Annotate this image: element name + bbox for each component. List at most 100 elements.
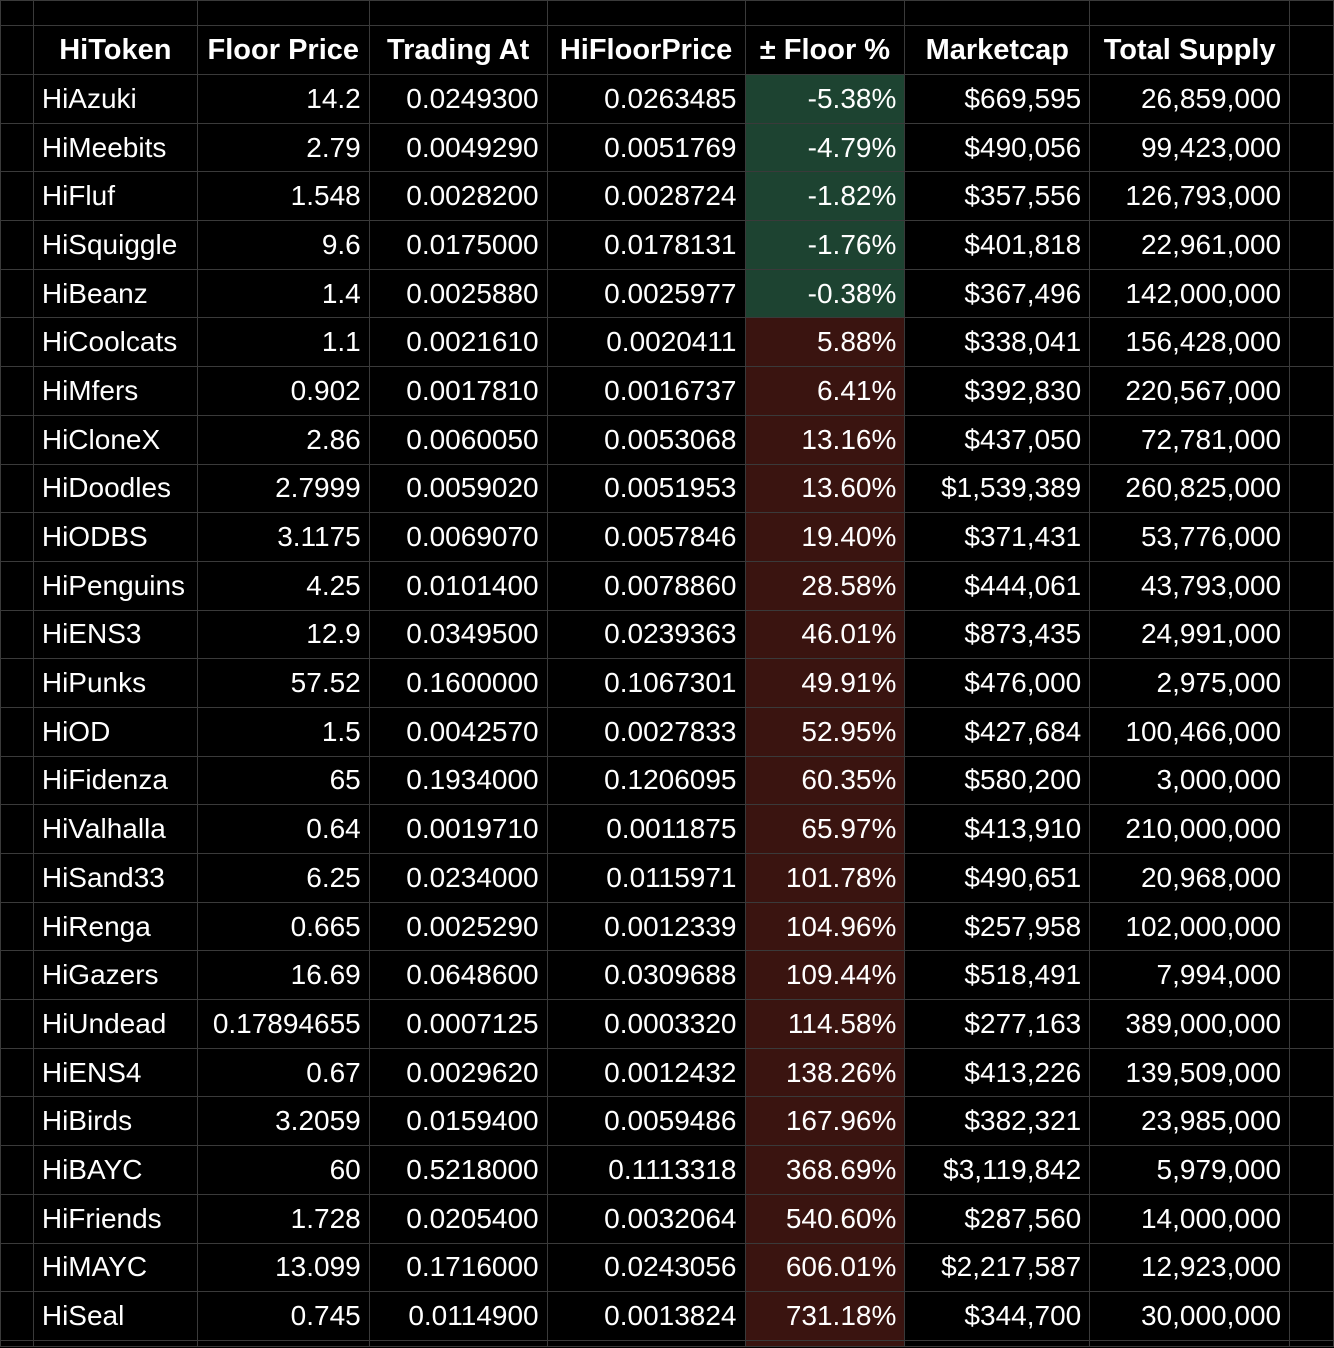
token-cell[interactable]: HiAzuki (32, 74, 198, 124)
marketcap-cell[interactable]: $3,119,842 (904, 1145, 1091, 1195)
trading-at-cell[interactable]: 0.5218000 (368, 1145, 548, 1195)
empty-cell[interactable] (1289, 1096, 1334, 1147)
marketcap-cell[interactable]: $287,560 (904, 1193, 1091, 1244)
empty-cell[interactable] (0, 366, 34, 416)
empty-cell[interactable] (0, 901, 34, 952)
floor-price-cell[interactable]: 0.17894655 (196, 999, 370, 1049)
hi-floor-price-cell[interactable]: 0.0057846 (546, 512, 746, 562)
floor-percent-cell[interactable]: 368.69% (744, 1145, 906, 1195)
trading-at-cell[interactable]: 0.0101400 (368, 560, 548, 611)
floor-price-cell[interactable]: 2.86 (196, 414, 370, 465)
empty-cell[interactable] (0, 1193, 34, 1244)
marketcap-cell[interactable]: $344,700 (904, 1291, 1091, 1341)
trading-at-cell[interactable]: 0.1600000 (368, 658, 548, 708)
token-cell[interactable]: HiMfers (32, 366, 198, 416)
marketcap-cell[interactable]: $476,000 (904, 658, 1091, 708)
total-supply-cell[interactable]: 100,466,000 (1089, 706, 1291, 757)
total-supply-cell[interactable]: 3,000,000 (1089, 755, 1291, 806)
token-cell[interactable]: HiUndead (32, 999, 198, 1049)
empty-cell[interactable] (744, 1339, 906, 1347)
floor-price-cell[interactable]: 4.25 (196, 560, 370, 611)
floor-price-cell[interactable]: 16.69 (196, 950, 370, 1001)
hi-floor-price-cell[interactable]: 0.0032064 (546, 1193, 746, 1244)
empty-cell[interactable] (0, 1339, 34, 1347)
floor-price-cell[interactable]: 0.67 (196, 1047, 370, 1098)
total-supply-cell[interactable]: 2,975,000 (1089, 658, 1291, 708)
empty-cell[interactable] (0, 25, 34, 75)
empty-cell[interactable] (1289, 0, 1334, 26)
hi-floor-price-cell[interactable]: 0.0051769 (546, 122, 746, 173)
empty-cell[interactable] (368, 0, 548, 26)
trading-at-cell[interactable]: 0.0025290 (368, 901, 548, 952)
floor-percent-cell[interactable]: -0.38% (744, 268, 906, 319)
token-cell[interactable]: HiSand33 (32, 853, 198, 903)
empty-cell[interactable] (1289, 853, 1334, 903)
empty-cell[interactable] (0, 220, 34, 270)
empty-cell[interactable] (0, 463, 34, 514)
token-cell[interactable]: HiValhalla (32, 804, 198, 854)
token-cell[interactable]: HiENS3 (32, 609, 198, 660)
hi-floor-price-cell[interactable]: 0.0263485 (546, 74, 746, 124)
empty-cell[interactable] (1289, 1145, 1334, 1195)
trading-at-cell[interactable]: 0.0059020 (368, 463, 548, 514)
header-cell-token[interactable]: HiToken (32, 25, 198, 75)
empty-cell[interactable] (0, 171, 34, 222)
token-cell[interactable]: HiBeanz (32, 268, 198, 319)
empty-cell[interactable] (744, 0, 906, 26)
marketcap-cell[interactable]: $357,556 (904, 171, 1091, 222)
trading-at-cell[interactable]: 0.0025880 (368, 268, 548, 319)
total-supply-cell[interactable]: 20,968,000 (1089, 853, 1291, 903)
hi-floor-price-cell[interactable]: 0.0243056 (546, 1242, 746, 1293)
header-cell-floor-percent[interactable]: ± Floor % (744, 25, 906, 75)
total-supply-cell[interactable]: 142,000,000 (1089, 268, 1291, 319)
total-supply-cell[interactable]: 389,000,000 (1089, 999, 1291, 1049)
trading-at-cell[interactable]: 0.0175000 (368, 220, 548, 270)
empty-cell[interactable] (0, 950, 34, 1001)
floor-price-cell[interactable]: 13.099 (196, 1242, 370, 1293)
token-cell[interactable]: HiRenga (32, 901, 198, 952)
empty-cell[interactable] (1289, 414, 1334, 465)
empty-cell[interactable] (0, 1047, 34, 1098)
floor-percent-cell[interactable]: 13.16% (744, 414, 906, 465)
token-cell[interactable]: HiPunks (32, 658, 198, 708)
empty-cell[interactable] (1089, 0, 1291, 26)
hi-floor-price-cell[interactable]: 0.0051953 (546, 463, 746, 514)
hi-floor-price-cell[interactable]: 0.0115971 (546, 853, 746, 903)
trading-at-cell[interactable]: 0.0049290 (368, 122, 548, 173)
total-supply-cell[interactable]: 7,994,000 (1089, 950, 1291, 1001)
empty-cell[interactable] (1289, 1193, 1334, 1244)
marketcap-cell[interactable]: $1,539,389 (904, 463, 1091, 514)
trading-at-cell[interactable]: 0.0069070 (368, 512, 548, 562)
token-cell[interactable]: HiBAYC (32, 1145, 198, 1195)
marketcap-cell[interactable]: $490,651 (904, 853, 1091, 903)
floor-percent-cell[interactable]: 46.01% (744, 609, 906, 660)
floor-price-cell[interactable]: 1.1 (196, 317, 370, 368)
floor-percent-cell[interactable]: -1.82% (744, 171, 906, 222)
total-supply-cell[interactable]: 23,985,000 (1089, 1096, 1291, 1147)
floor-percent-cell[interactable]: 138.26% (744, 1047, 906, 1098)
marketcap-cell[interactable]: $338,041 (904, 317, 1091, 368)
trading-at-cell[interactable]: 0.0060050 (368, 414, 548, 465)
token-cell[interactable]: HiFidenza (32, 755, 198, 806)
floor-price-cell[interactable]: 9.6 (196, 220, 370, 270)
trading-at-cell[interactable]: 0.0648600 (368, 950, 548, 1001)
total-supply-cell[interactable]: 156,428,000 (1089, 317, 1291, 368)
hi-floor-price-cell[interactable]: 0.0003320 (546, 999, 746, 1049)
empty-cell[interactable] (546, 0, 746, 26)
empty-cell[interactable] (1289, 220, 1334, 270)
hi-floor-price-cell[interactable]: 0.1113318 (546, 1145, 746, 1195)
marketcap-cell[interactable]: $382,321 (904, 1096, 1091, 1147)
token-cell[interactable]: HiMeebits (32, 122, 198, 173)
empty-cell[interactable] (0, 1291, 34, 1341)
token-cell[interactable]: HiENS4 (32, 1047, 198, 1098)
hi-floor-price-cell[interactable]: 0.0027833 (546, 706, 746, 757)
empty-cell[interactable] (1289, 755, 1334, 806)
token-cell[interactable]: HiSquiggle (32, 220, 198, 270)
floor-price-cell[interactable]: 0.902 (196, 366, 370, 416)
marketcap-cell[interactable]: $257,958 (904, 901, 1091, 952)
empty-cell[interactable] (1289, 1339, 1334, 1347)
trading-at-cell[interactable]: 0.1716000 (368, 1242, 548, 1293)
empty-cell[interactable] (0, 122, 34, 173)
floor-price-cell[interactable]: 2.79 (196, 122, 370, 173)
total-supply-cell[interactable]: 99,423,000 (1089, 122, 1291, 173)
